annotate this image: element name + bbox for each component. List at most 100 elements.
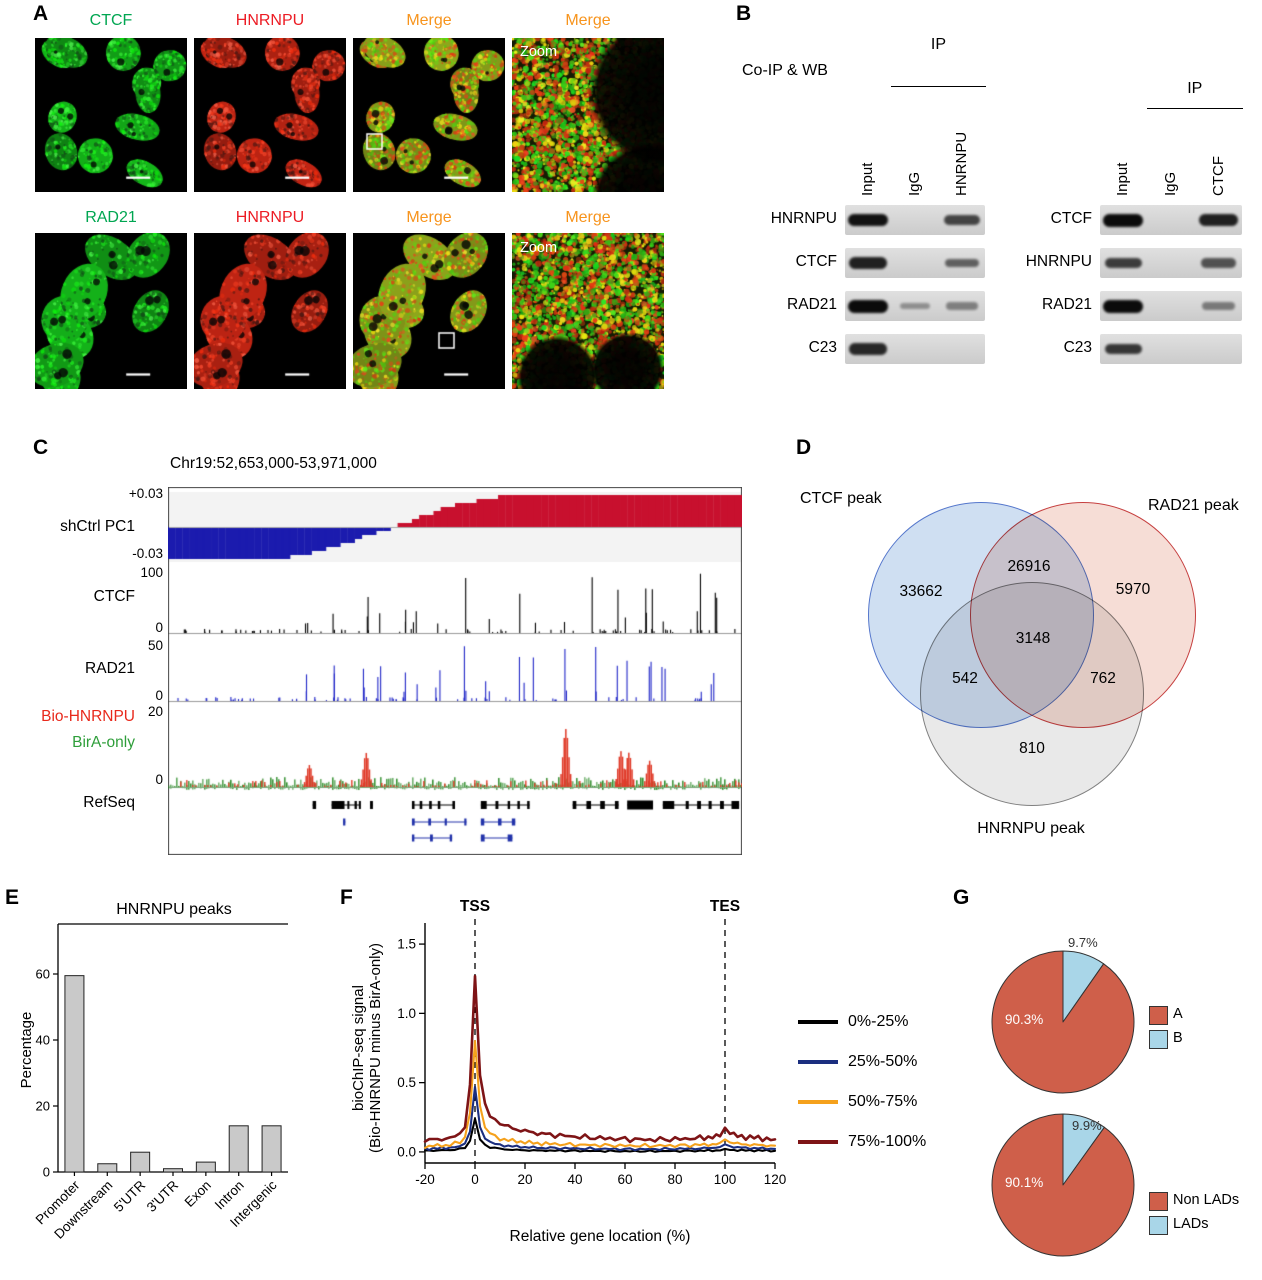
legend-label-a: A xyxy=(1173,1006,1183,1022)
blot-row-label: CTCF xyxy=(1050,210,1092,227)
panel-letter-g: G xyxy=(953,886,970,909)
bio-max-label: 20 xyxy=(147,704,163,719)
venn-count-hnrnpu-only: 810 xyxy=(1019,740,1045,757)
pie-chart-compartments xyxy=(991,950,1135,1094)
tes-label: TES xyxy=(710,898,740,915)
track-label-ctcf: CTCF xyxy=(93,588,135,605)
genome-region-title: Chr19:52,653,000-53,971,000 xyxy=(170,455,377,472)
legend-swatch xyxy=(798,1100,838,1104)
ctcf-min-label: 0 xyxy=(155,620,163,635)
venn-count-center: 3148 xyxy=(1015,630,1051,647)
channel-label-merge2-zoom: Merge xyxy=(565,209,611,226)
pie1-major-label: 90.3% xyxy=(1005,1012,1044,1027)
track-label-refseq: RefSeq xyxy=(83,794,135,811)
line-chart-ylabel-line1: bioChIP-seq signal xyxy=(350,985,367,1111)
y-tick-label: 20 xyxy=(36,1099,50,1114)
bar xyxy=(130,1151,151,1173)
panel-letter-b: B xyxy=(736,2,752,25)
pie-slice-A xyxy=(991,950,1135,1094)
venn-count-ctcf-rad21: 26916 xyxy=(1007,558,1051,575)
legend-swatch-b xyxy=(1149,1030,1168,1049)
legend-label-lads: LADs xyxy=(1173,1216,1209,1232)
legend-item: 75%-100% xyxy=(798,1122,926,1162)
x-tick-label: 40 xyxy=(567,1172,582,1187)
legend-swatch xyxy=(798,1140,838,1144)
blot-band xyxy=(1202,302,1235,310)
x-tick-label: 20 xyxy=(517,1172,532,1187)
zoom-tag-2: Zoom xyxy=(520,240,558,256)
series-0%-25% xyxy=(423,1117,777,1153)
pc1-max-label: +0.03 xyxy=(128,486,163,501)
bar xyxy=(261,1125,282,1173)
venn-count-ctcf-only: 33662 xyxy=(899,583,943,600)
panel-letter-c: C xyxy=(33,436,49,459)
venn-count-rad21-only: 5970 xyxy=(1115,581,1151,598)
blot-row-label: CTCF xyxy=(795,253,837,270)
bio-min-label: 0 xyxy=(155,772,163,787)
rad21-min-label: 0 xyxy=(155,688,163,703)
blot-band xyxy=(849,343,888,355)
blot-band xyxy=(1105,257,1142,269)
y-tick-label: 40 xyxy=(36,1033,50,1048)
legend-swatch xyxy=(798,1060,838,1064)
blot-box xyxy=(845,248,985,278)
blot-band xyxy=(848,299,889,313)
micrograph-hnrnpu2 xyxy=(194,233,346,389)
venn-count-rad21-hnrnpu: 762 xyxy=(1090,670,1116,687)
bar xyxy=(64,975,85,1173)
blot-band xyxy=(899,302,931,310)
lane-label: HNRNPU xyxy=(952,131,970,196)
pie-slice-Non LADs xyxy=(991,1113,1135,1257)
ip-underline xyxy=(891,86,986,87)
micrograph-merge xyxy=(353,38,505,192)
blot-row-label: RAD21 xyxy=(1042,296,1092,313)
bar xyxy=(195,1161,216,1173)
blot-band xyxy=(1199,214,1238,226)
legend-label: 75%-100% xyxy=(848,1133,927,1150)
blot-band xyxy=(1103,299,1144,313)
x-tick-label: 100 xyxy=(714,1172,737,1187)
legend-item: 25%-50% xyxy=(798,1042,926,1082)
lane-label: IgG xyxy=(906,171,923,196)
pc1-min-label: -0.03 xyxy=(132,546,163,561)
ctcf-max-label: 100 xyxy=(140,565,163,580)
venn-circle-hnrnpu xyxy=(920,582,1144,806)
track-label-bira-only: BirA-only xyxy=(72,734,135,751)
blot-row-label: HNRNPU xyxy=(1025,253,1092,270)
venn-label-ctcf: CTCF peak xyxy=(800,490,882,507)
legend-item: 0%-25% xyxy=(798,1002,926,1042)
x-tick-label: 120 xyxy=(764,1172,787,1187)
blot-box xyxy=(845,334,985,364)
micrograph-rad21 xyxy=(35,233,187,389)
ip-underline xyxy=(1147,108,1243,109)
blot-band xyxy=(943,214,980,226)
lane-label: Input xyxy=(859,162,877,196)
channel-label-rad21: RAD21 xyxy=(85,209,137,226)
blot-row-label: C23 xyxy=(1063,339,1092,356)
pie2-minor-label: 9.9% xyxy=(1072,1118,1102,1133)
x-tick-label: 60 xyxy=(617,1172,632,1187)
x-tick-label: 3'UTR xyxy=(144,1177,182,1215)
y-tick-label: 60 xyxy=(36,967,50,982)
micrograph-ctcf xyxy=(35,38,187,192)
y-tick-label: 0.0 xyxy=(397,1144,416,1159)
legend-item: 50%-75% xyxy=(798,1082,926,1122)
blot-row-label: HNRNPU xyxy=(770,210,837,227)
y-tick-label: 0.5 xyxy=(397,1075,416,1090)
legend-label: 50%-75% xyxy=(848,1093,918,1110)
legend-label: 0%-25% xyxy=(848,1013,909,1030)
legend-label-b: B xyxy=(1173,1030,1183,1046)
ip-label: IP xyxy=(930,36,946,53)
zoom-tag-1: Zoom xyxy=(520,44,558,60)
legend-swatch-lads xyxy=(1149,1216,1168,1235)
line-chart-xlabel: Relative gene location (%) xyxy=(509,1228,691,1245)
blot-box xyxy=(845,205,985,235)
venn-label-hnrnpu: HNRNPU peak xyxy=(977,820,1085,837)
blot-row-label: C23 xyxy=(808,339,837,356)
venn-count-ctcf-hnrnpu: 542 xyxy=(952,670,978,687)
blot-box xyxy=(1100,248,1242,278)
bar-chart-title: HNRNPU peaks xyxy=(116,901,232,918)
x-tick-label: -20 xyxy=(415,1172,435,1187)
